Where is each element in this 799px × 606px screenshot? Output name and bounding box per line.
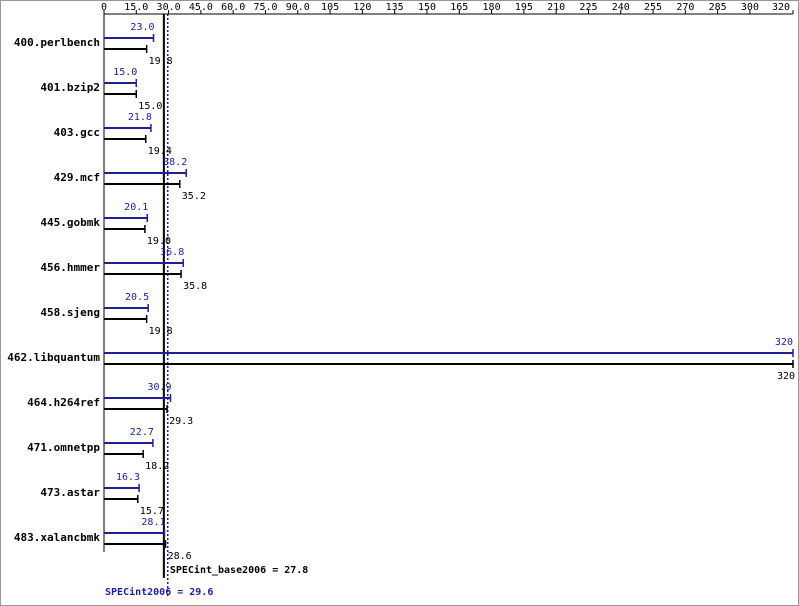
x-tick-label: 225 bbox=[579, 2, 597, 13]
x-tick-label: 165 bbox=[450, 2, 468, 13]
value-label: 36.8 bbox=[160, 247, 184, 258]
value-label: 15.0 bbox=[138, 101, 162, 112]
value-label: 35.8 bbox=[183, 281, 207, 292]
value-label: 20.5 bbox=[125, 292, 149, 303]
x-tick-label: 60.0 bbox=[221, 2, 245, 13]
x-tick-label: 210 bbox=[547, 2, 565, 13]
value-label: 320 bbox=[775, 337, 793, 348]
x-tick-label: 150 bbox=[418, 2, 436, 13]
x-tick-label: 0 bbox=[101, 2, 107, 13]
value-label: 20.1 bbox=[124, 202, 148, 213]
category-label: 462.libquantum bbox=[7, 351, 100, 364]
x-tick-label: 135 bbox=[386, 2, 404, 13]
reference-label: SPECint2006 = 29.6 bbox=[105, 586, 213, 598]
value-label: 38.2 bbox=[163, 157, 187, 168]
value-label: 19.4 bbox=[148, 146, 172, 157]
x-tick-label: 320 bbox=[772, 2, 790, 13]
value-label: 35.2 bbox=[182, 191, 206, 202]
category-label: 464.h264ref bbox=[27, 396, 100, 409]
reference-label: SPECint_base2006 = 27.8 bbox=[170, 564, 308, 576]
category-label: 471.omnetpp bbox=[27, 441, 100, 454]
value-label: 28.1 bbox=[141, 517, 165, 528]
category-label: 483.xalancbmk bbox=[14, 531, 100, 544]
x-tick-label: 240 bbox=[612, 2, 630, 13]
value-label: 19.8 bbox=[149, 56, 173, 67]
category-label: 401.bzip2 bbox=[40, 81, 100, 94]
x-tick-label: 180 bbox=[483, 2, 501, 13]
category-label: 473.astar bbox=[40, 486, 100, 499]
value-label: 19.8 bbox=[149, 326, 173, 337]
x-tick-label: 15.0 bbox=[124, 2, 148, 13]
category-label: 400.perlbench bbox=[14, 36, 100, 49]
value-label: 18.2 bbox=[145, 461, 169, 472]
x-tick-label: 45.0 bbox=[189, 2, 213, 13]
x-tick-label: 75.0 bbox=[253, 2, 277, 13]
x-tick-label: 30.0 bbox=[157, 2, 181, 13]
x-tick-label: 300 bbox=[741, 2, 759, 13]
value-label: 29.3 bbox=[169, 416, 193, 427]
x-tick-label: 105 bbox=[321, 2, 339, 13]
x-tick-label: 90.0 bbox=[286, 2, 310, 13]
value-label: 21.8 bbox=[128, 112, 152, 123]
value-label: 30.9 bbox=[147, 382, 171, 393]
value-label: 22.7 bbox=[130, 427, 154, 438]
value-label: 16.3 bbox=[116, 472, 140, 483]
x-tick-label: 120 bbox=[353, 2, 371, 13]
value-label: 15.7 bbox=[140, 506, 164, 517]
value-label: 19.0 bbox=[147, 236, 171, 247]
value-label: 23.0 bbox=[130, 22, 154, 33]
value-label: 15.0 bbox=[113, 67, 137, 78]
category-label: 458.sjeng bbox=[40, 306, 100, 319]
category-label: 456.hmmer bbox=[40, 261, 100, 274]
x-tick-label: 255 bbox=[644, 2, 662, 13]
x-tick-label: 270 bbox=[676, 2, 694, 13]
category-label: 445.gobmk bbox=[40, 216, 100, 229]
value-label: 320 bbox=[777, 371, 795, 382]
value-label: 28.6 bbox=[168, 551, 192, 562]
x-tick-label: 195 bbox=[515, 2, 533, 13]
x-tick-label: 285 bbox=[709, 2, 727, 13]
category-label: 429.mcf bbox=[54, 171, 100, 184]
category-label: 403.gcc bbox=[54, 126, 100, 139]
